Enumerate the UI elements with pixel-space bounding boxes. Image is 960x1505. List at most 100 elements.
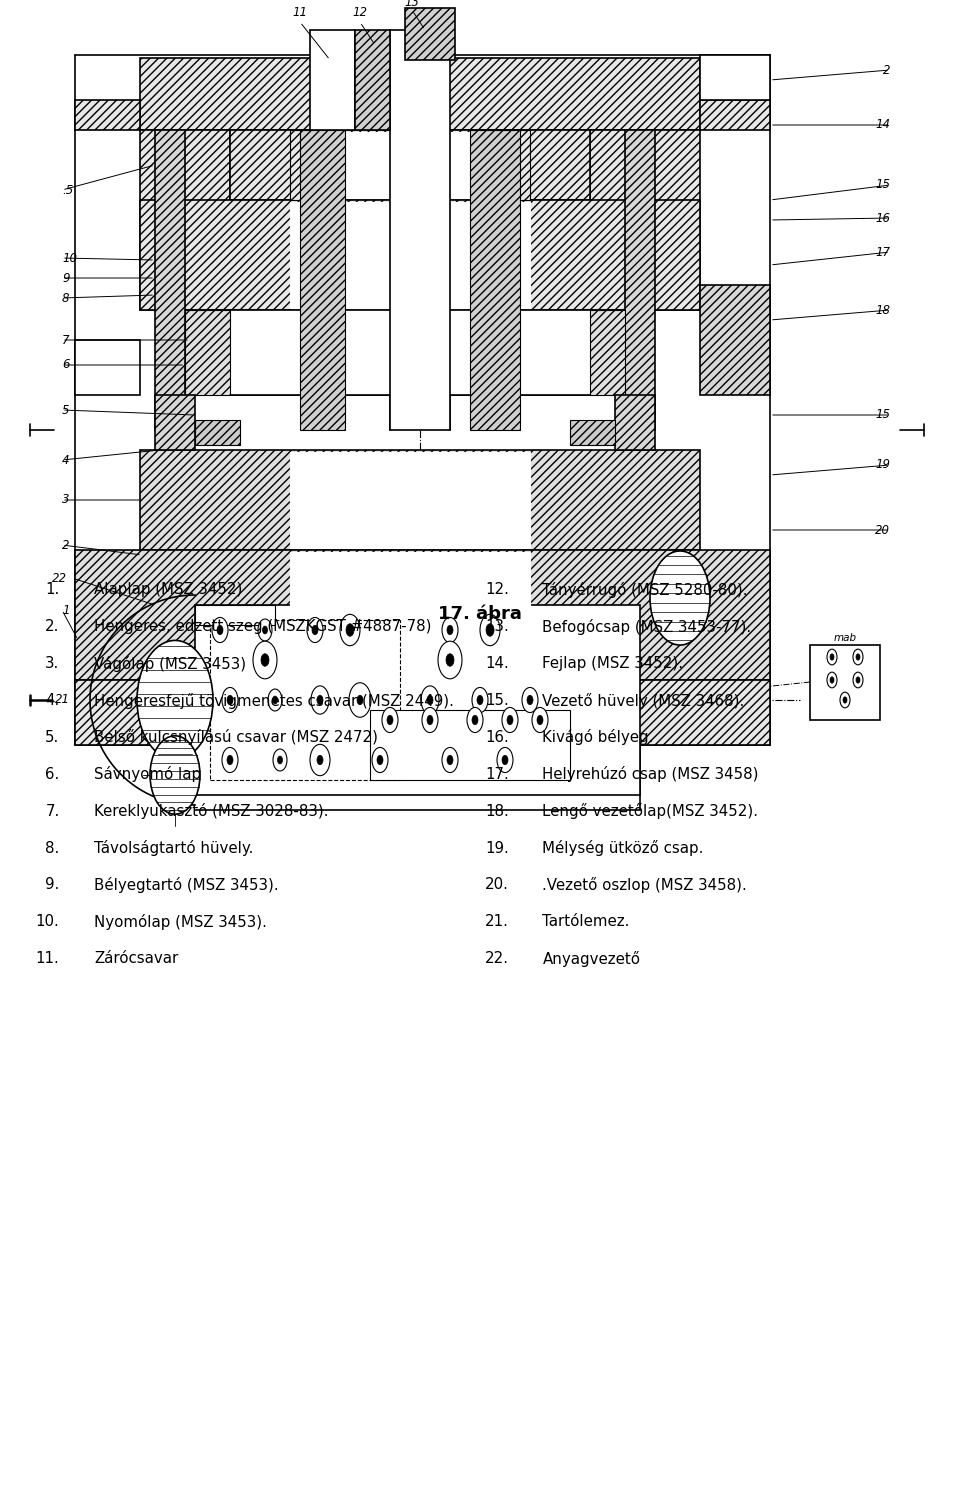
Text: 8: 8: [62, 292, 69, 304]
Circle shape: [840, 692, 850, 707]
Text: Kivágó bélyeg.: Kivágó bélyeg.: [542, 730, 654, 745]
Bar: [700, 56, 770, 99]
Bar: [185, 310, 625, 394]
Bar: [75, 680, 770, 745]
Text: 7.: 7.: [45, 804, 60, 819]
Circle shape: [422, 707, 438, 733]
Circle shape: [442, 617, 458, 643]
Circle shape: [442, 748, 458, 772]
Circle shape: [150, 736, 200, 814]
Text: 14.: 14.: [485, 656, 509, 671]
Bar: [155, 394, 195, 450]
Text: 11: 11: [293, 6, 307, 20]
Bar: [75, 340, 140, 394]
Circle shape: [357, 695, 363, 704]
Circle shape: [856, 677, 860, 683]
Text: 13.: 13.: [485, 620, 509, 634]
Circle shape: [317, 756, 323, 765]
Circle shape: [532, 707, 548, 733]
Circle shape: [217, 625, 223, 635]
Bar: [290, 202, 530, 309]
Text: 19.: 19.: [485, 841, 509, 855]
Text: .5: .5: [62, 184, 73, 197]
Bar: [310, 30, 355, 129]
Circle shape: [311, 686, 329, 713]
Bar: [470, 129, 520, 430]
Circle shape: [447, 625, 453, 635]
Circle shape: [447, 756, 453, 765]
Bar: [810, 646, 880, 719]
Text: Bélyegtartó (MSZ 3453).: Bélyegtartó (MSZ 3453).: [94, 877, 278, 892]
Bar: [185, 310, 230, 394]
Circle shape: [853, 649, 863, 665]
Text: 15: 15: [875, 179, 890, 191]
Text: 14: 14: [875, 119, 890, 131]
Circle shape: [507, 715, 513, 725]
Circle shape: [340, 614, 360, 646]
Text: 3: 3: [62, 494, 69, 507]
Bar: [195, 605, 640, 795]
Text: mab: mab: [833, 634, 856, 643]
Circle shape: [349, 683, 371, 718]
Circle shape: [377, 756, 383, 765]
Bar: [140, 200, 700, 310]
Circle shape: [830, 677, 834, 683]
Circle shape: [467, 707, 483, 733]
Circle shape: [843, 697, 847, 703]
Text: Sávnyomó lap: Sávnyomó lap: [94, 766, 202, 783]
Circle shape: [472, 715, 478, 725]
Circle shape: [222, 688, 238, 712]
Text: Anyagvezető: Anyagvezető: [542, 951, 640, 966]
Text: Helyrehúzó csap (MSZ 3458): Helyrehúzó csap (MSZ 3458): [542, 766, 759, 783]
Circle shape: [522, 688, 538, 712]
Circle shape: [537, 715, 543, 725]
Bar: [140, 59, 700, 129]
Circle shape: [427, 695, 433, 704]
Circle shape: [222, 748, 238, 772]
Bar: [195, 420, 240, 445]
Circle shape: [261, 653, 269, 667]
Bar: [390, 30, 450, 430]
Text: 8.: 8.: [45, 841, 60, 855]
Text: Hengeres, edzett szeg (MSZKGST #4887-78): Hengeres, edzett szeg (MSZKGST #4887-78): [94, 620, 432, 634]
Text: 12.: 12.: [485, 582, 509, 597]
Text: 5: 5: [62, 403, 69, 417]
Text: 13: 13: [404, 0, 420, 9]
Circle shape: [273, 697, 277, 704]
Text: 18: 18: [875, 304, 890, 316]
Bar: [290, 552, 530, 677]
Circle shape: [486, 623, 494, 637]
Circle shape: [307, 617, 323, 643]
Circle shape: [427, 715, 433, 725]
Text: 15: 15: [875, 408, 890, 421]
Circle shape: [827, 673, 837, 688]
Text: 1.: 1.: [45, 582, 60, 597]
Bar: [590, 310, 625, 394]
Bar: [140, 129, 230, 310]
Circle shape: [387, 715, 393, 725]
Text: 17. ábra: 17. ábra: [438, 605, 522, 623]
Bar: [405, 8, 455, 60]
Text: Lengő vezetőlap(MSZ 3452).: Lengő vezetőlap(MSZ 3452).: [542, 804, 758, 819]
Circle shape: [502, 707, 518, 733]
Circle shape: [212, 617, 228, 643]
Bar: [700, 99, 770, 129]
Bar: [140, 450, 700, 549]
Bar: [355, 30, 390, 129]
Text: 18.: 18.: [485, 804, 509, 819]
Text: 2: 2: [882, 63, 890, 77]
Circle shape: [446, 653, 454, 667]
Circle shape: [227, 756, 233, 765]
Text: Mélység ütköző csap.: Mélység ütköző csap.: [542, 840, 704, 856]
Circle shape: [472, 688, 488, 712]
Text: 21: 21: [55, 694, 70, 706]
Text: 20: 20: [875, 524, 890, 536]
Text: Tányérrugó (MSZ 5280-80).: Tányérrugó (MSZ 5280-80).: [542, 582, 748, 597]
Circle shape: [253, 641, 277, 679]
Circle shape: [502, 756, 508, 765]
Text: 16: 16: [875, 212, 890, 224]
Circle shape: [137, 641, 213, 760]
Circle shape: [312, 625, 318, 635]
Text: 6: 6: [62, 358, 69, 372]
Text: 10: 10: [62, 251, 77, 265]
